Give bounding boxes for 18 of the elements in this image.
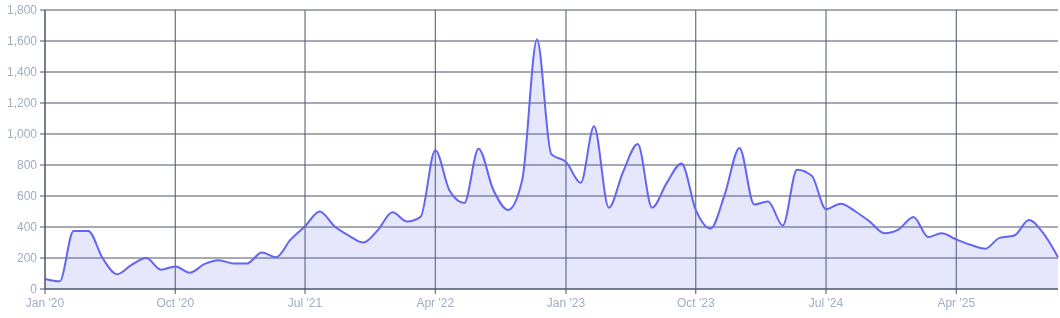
y-tick-label: 1,800: [6, 3, 38, 18]
x-tick-label: Jul '24: [808, 296, 844, 310]
y-tick-label: 800: [16, 158, 38, 173]
y-tick-label: 1,600: [6, 34, 38, 49]
x-tick-label: Oct '20: [156, 296, 195, 310]
y-tick-label: 1,000: [6, 127, 38, 142]
y-tick-label: 600: [16, 189, 38, 204]
x-tick-label: Oct '23: [676, 296, 715, 310]
x-tick-label: Apr '25: [937, 296, 976, 310]
y-tick-label: 200: [16, 251, 38, 266]
y-tick-label: 0: [30, 282, 38, 297]
y-tick-label: 400: [16, 220, 38, 235]
y-tick-label: 1,400: [6, 65, 38, 80]
x-tick-label: Jan '20: [25, 296, 65, 310]
y-tick-label: 1,200: [6, 96, 38, 111]
x-tick-label: Jul '21: [287, 296, 323, 310]
x-tick-label: Apr '22: [416, 296, 455, 310]
x-tick-label: Jan '23: [546, 296, 586, 310]
